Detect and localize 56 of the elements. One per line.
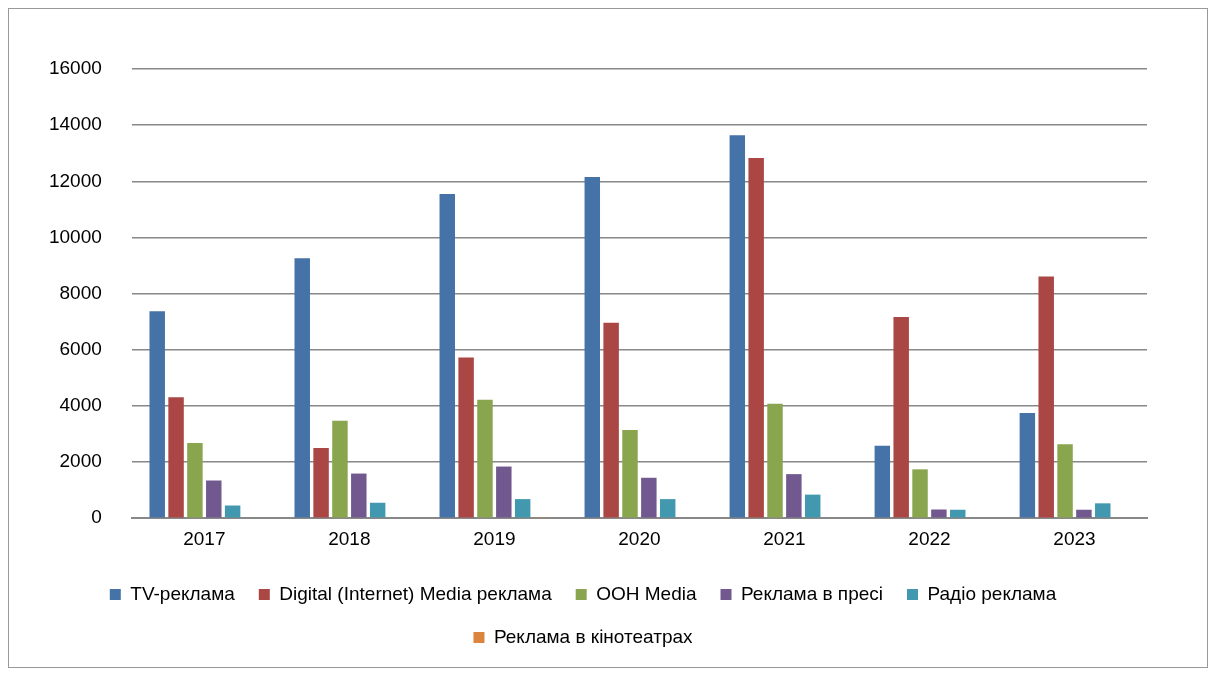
y-tick-label: 10000	[48, 225, 102, 247]
bar	[804, 494, 821, 518]
bar	[187, 442, 203, 518]
bar	[1095, 503, 1111, 518]
bar	[659, 499, 676, 518]
bar	[767, 403, 783, 518]
bar	[603, 322, 619, 518]
legend-label: Реклама в кінотеатрах	[493, 625, 694, 647]
x-tick-label: 2017	[183, 527, 226, 549]
bar	[369, 502, 386, 518]
y-tick-label: 2000	[59, 450, 102, 472]
x-tick-label: 2019	[473, 527, 516, 549]
y-tick-label: 0	[91, 506, 102, 528]
bar	[458, 357, 474, 518]
bar	[496, 466, 512, 518]
legend-label: OOH Media	[596, 582, 697, 604]
y-tick-label: 8000	[59, 281, 102, 303]
bar	[477, 399, 493, 518]
bar	[149, 311, 165, 518]
x-tick-label: 2023	[1053, 527, 1096, 549]
bar	[931, 509, 947, 518]
legend-label: Digital (Internet) Media реклама	[279, 582, 553, 604]
bar	[351, 473, 367, 518]
bar	[912, 469, 928, 518]
bar	[294, 258, 310, 518]
y-tick-label: 16000	[48, 57, 102, 79]
bar	[439, 193, 455, 518]
y-tick-label: 12000	[48, 169, 102, 191]
bar	[1038, 276, 1054, 518]
bar	[748, 158, 764, 518]
y-tick-label: 14000	[48, 113, 102, 135]
bar	[584, 177, 601, 518]
bar	[1076, 509, 1092, 518]
bar	[786, 474, 802, 518]
bar	[206, 480, 222, 518]
bar	[641, 477, 657, 518]
bar	[874, 445, 891, 518]
bar	[224, 505, 241, 518]
x-tick-label: 2018	[328, 527, 371, 549]
bar	[1057, 444, 1073, 518]
legend-label: Радіо реклама	[927, 582, 1057, 604]
legend-label: Реклама в пресі	[741, 582, 884, 604]
bar	[313, 448, 329, 518]
bar	[893, 316, 909, 518]
y-tick-label: 6000	[59, 337, 102, 359]
x-tick-label: 2022	[908, 527, 951, 549]
bar	[729, 135, 746, 518]
x-tick-label: 2020	[618, 527, 661, 549]
bar	[332, 420, 348, 518]
y-tick-label: 4000	[59, 394, 102, 416]
bar	[622, 430, 638, 518]
bar	[168, 397, 184, 518]
bar	[514, 499, 531, 518]
bar	[1019, 412, 1036, 518]
legend-label: TV-реклама	[130, 582, 236, 604]
x-tick-label: 2021	[763, 527, 806, 549]
